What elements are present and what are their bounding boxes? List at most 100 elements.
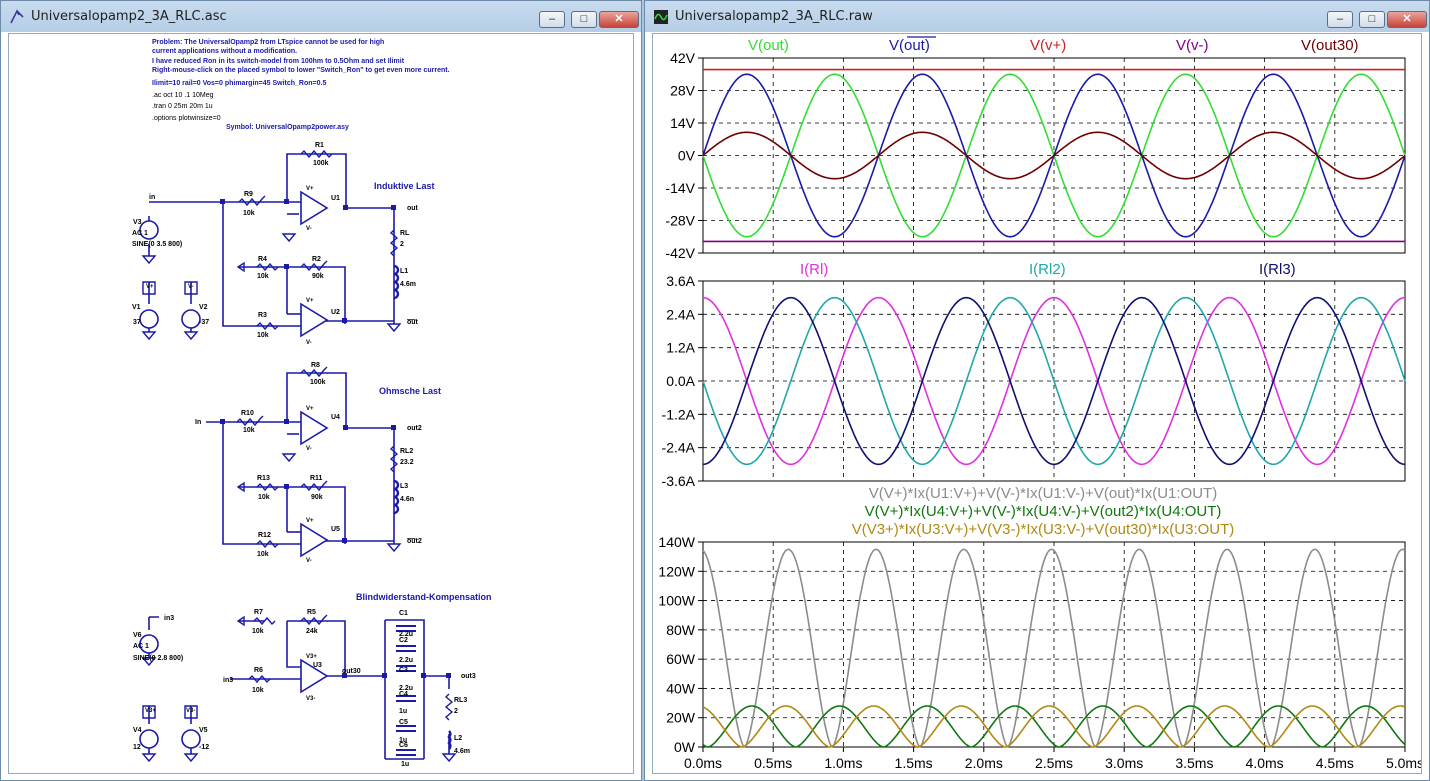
rl3-value: 2	[454, 708, 458, 715]
ltspice-app-icon	[10, 9, 24, 24]
y-tick-label: 40W	[666, 680, 696, 696]
maximize-icon: □	[580, 13, 588, 25]
waveform-maximize-button[interactable]: □	[1359, 11, 1385, 28]
legend-power-u4[interactable]: V(V+)*Ix(U4:V+)+V(V-)*Ix(U4:V-)+V(out2)*…	[865, 503, 1222, 520]
v4-vplus-tag: V3+	[145, 708, 156, 714]
net-in3: in3	[164, 615, 174, 622]
schematic-window-title: Universalopamp2_3A_RLC.asc	[31, 9, 227, 24]
legend-v-vminus[interactable]: V(v-)	[1176, 37, 1209, 54]
waveform-minimize-button[interactable]: –	[1327, 11, 1353, 28]
section-inductive-label: Induktive Last	[374, 181, 435, 191]
note-line-3: I have reduced Ron in its switch-model f…	[152, 58, 405, 65]
u4-label: U4	[331, 414, 340, 421]
legend-v-vplus[interactable]: V(v+)	[1030, 37, 1066, 54]
y-tick-label: 80W	[666, 622, 696, 638]
note-line-2: current applications without a modificat…	[152, 48, 297, 55]
symbol-label: Symbol: UniversalOpamp2power.asy	[226, 124, 349, 131]
legend-v-out30[interactable]: V(out30)	[1301, 37, 1359, 54]
v3-ac: AC 1	[132, 230, 148, 237]
u3-vplus-pin: V3+	[306, 654, 317, 660]
x-tick-label: 3.0ms	[1105, 755, 1143, 771]
trace-v-v-ix-u4-v-v-v-ix-u4-v-v-out2-ix-u4-out-[interactable]	[702, 705, 1406, 748]
waveform-titlebar[interactable]: Universalopamp2_3A_RLC.raw – □ ✕	[645, 1, 1429, 32]
c3-label: C3	[399, 667, 408, 674]
legend-v-out-bar[interactable]: V(out)	[889, 37, 930, 54]
capacitor-symbols	[396, 625, 416, 756]
v2-value: -37	[199, 319, 209, 326]
time-axis: 0.0ms 0.5ms 1.0ms 1.5ms 2.0ms 2.5ms 3.0ms 3.5ms…	[684, 747, 1422, 771]
r5-value: 24k	[306, 628, 318, 635]
v5-vminus-tag: V3-	[186, 708, 195, 714]
y-tick-label: -1.2A	[662, 406, 696, 422]
x-tick-label: 0.5ms	[754, 755, 792, 771]
trace-i-rl-[interactable]	[703, 296, 1405, 466]
section-ohmic-label: Ohmsche Last	[379, 386, 441, 396]
waveform-close-button[interactable]: ✕	[1387, 11, 1427, 28]
y-tick-label: 100W	[658, 593, 695, 609]
r3-label: R3	[258, 312, 267, 319]
trace-i-rl2-[interactable]	[702, 296, 1406, 466]
x-tick-label: 3.5ms	[1175, 755, 1213, 771]
legend-i-rl3[interactable]: I(Rl3)	[1259, 261, 1296, 278]
voltage-source-symbols	[139, 220, 201, 749]
y-tick-label: -42V	[665, 245, 695, 261]
ac-directive: .ac oct 10 .1 10Meg	[152, 92, 214, 99]
r2-value: 90k	[312, 273, 324, 280]
plot-frame	[702, 541, 1406, 748]
u3-vminus-pin: V3-	[306, 696, 315, 702]
trace-v-out30-[interactable]	[702, 131, 1406, 180]
y-tick-label: 1.2A	[666, 340, 695, 356]
maximize-button[interactable]: □	[571, 11, 597, 28]
voltage-pane[interactable]: 42V 28V 14V 0V -14V -28V -42V	[665, 50, 1406, 261]
v1-value: 37	[133, 319, 141, 326]
r9-label: R9	[244, 191, 253, 198]
current-pane[interactable]: 3.6A 2.4A 1.2A 0.0A -1.2A -2.4A -3.6A	[662, 273, 1406, 489]
legend-v-out[interactable]: V(out)	[748, 37, 789, 54]
schematic-titlebar[interactable]: Universalopamp2_3A_RLC.asc – □ ✕	[1, 1, 641, 32]
schematic-canvas[interactable]: Problem: The UniversalOpamp2 from LTspic…	[8, 33, 634, 774]
x-tick-label: 5.0ms	[1386, 755, 1422, 771]
waveform-app-icon	[654, 10, 668, 24]
waveform-canvas[interactable]: V(out) V(out) V(v+) V(v-) V(out30) I(Rl)…	[652, 33, 1422, 774]
r10-value: 10k	[243, 427, 255, 434]
rl-label: RL	[400, 230, 410, 237]
legend-i-rl2[interactable]: I(Rl2)	[1029, 261, 1066, 278]
v6-label: V6	[133, 632, 142, 639]
v1-vplus-tag: V+	[146, 284, 154, 290]
u1-label: U1	[331, 195, 340, 202]
y-tick-label: 14V	[670, 115, 696, 131]
x-tick-label: 2.0ms	[965, 755, 1003, 771]
net-out30: out30	[342, 668, 361, 675]
schematic-window[interactable]: Universalopamp2_3A_RLC.asc – □ ✕ Problem…	[0, 0, 642, 781]
v3-label: V3	[133, 219, 142, 226]
c2-value: 2.2u	[399, 657, 413, 664]
u2-vplus-pin: V+	[306, 298, 314, 304]
r12-label: R12	[258, 532, 271, 539]
y-tick-label: 20W	[666, 710, 696, 726]
v3-sine: SINE(0 3.5 800)	[132, 241, 182, 248]
close-button[interactable]: ✕	[599, 11, 639, 28]
u3-label: U3	[313, 662, 322, 669]
r1-label: R1	[315, 142, 324, 149]
trace-v-v3-ix-u3-v-v-v3-ix-u3-v-v-out30-ix-u3-out-[interactable]	[702, 705, 1406, 748]
net-in-b: In	[195, 419, 201, 426]
l2-value: 4.6m	[454, 748, 470, 755]
v5-label: V5	[199, 727, 208, 734]
param-directive: Ilimit=10 rail=0 Vos=0 phimargin=45 Swit…	[152, 80, 326, 87]
l1-label: L1	[400, 268, 408, 275]
legend-power-u3[interactable]: V(V3+)*Ix(U3:V+)+V(V3-)*Ix(U3:V-)+V(out3…	[852, 521, 1235, 538]
waveform-window[interactable]: Universalopamp2_3A_RLC.raw – □ ✕ V(out) …	[644, 0, 1430, 781]
minimize-button[interactable]: –	[539, 11, 565, 28]
x-tick-label: 0.0ms	[684, 755, 722, 771]
options-directive: .options plotwinsize=0	[152, 115, 221, 122]
legend-i-rl[interactable]: I(Rl)	[800, 261, 828, 278]
v6-sine: SINE(0 2.8 800)	[133, 655, 183, 662]
trace-v-v-ix-u1-v-v-v-ix-u1-v-v-out-ix-u1-out-[interactable]	[702, 548, 1406, 748]
schematic-drawing[interactable]: Problem: The UniversalOpamp2 from LTspic…	[9, 34, 634, 774]
trace-i-rl3-[interactable]	[703, 296, 1405, 466]
power-pane[interactable]: 140W 120W 100W 80W 60W 40W 20W 0W	[658, 534, 1406, 755]
legend-power-u1[interactable]: V(V+)*Ix(U1:V+)+V(V-)*Ix(U1:V-)+V(out)*I…	[869, 485, 1217, 502]
c2-label: C2	[399, 637, 408, 644]
waveform-plots[interactable]: V(out) V(out) V(v+) V(v-) V(out30) I(Rl)…	[653, 34, 1422, 774]
r2-label: R2	[312, 256, 321, 263]
